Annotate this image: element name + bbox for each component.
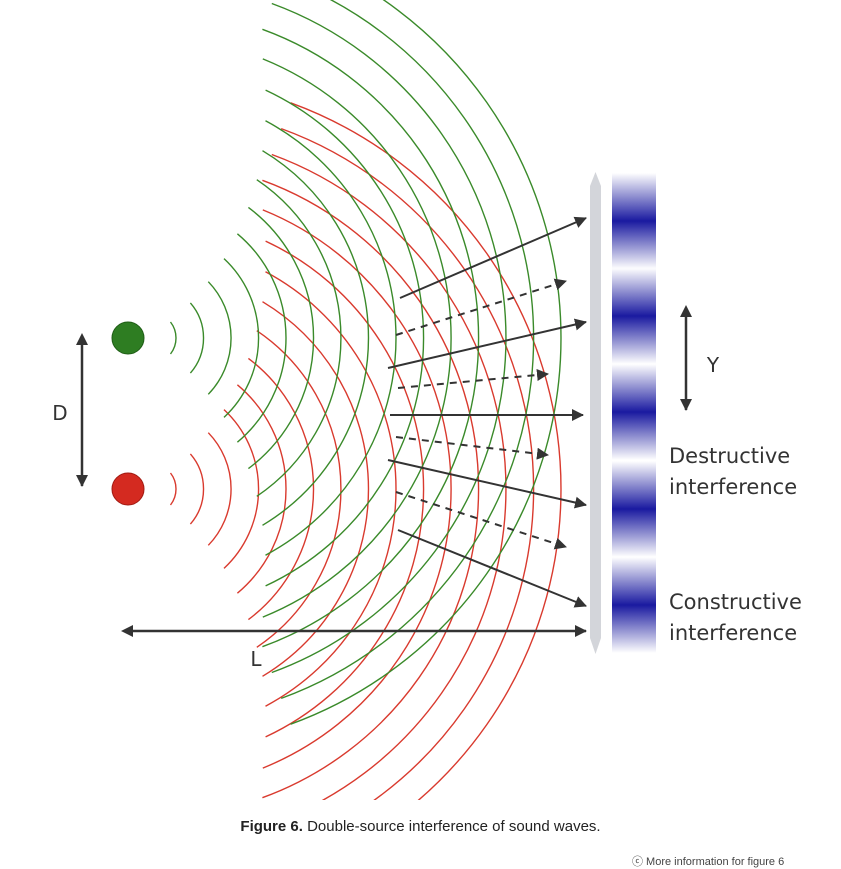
- y-label: Y: [706, 353, 720, 377]
- interference-band: [612, 268, 656, 364]
- destructive-ray-arrow: [395, 491, 567, 550]
- wavefront-bottom: [265, 271, 397, 707]
- wavefront-top: [262, 28, 480, 648]
- wavefront-bottom: [223, 409, 260, 569]
- screen-top-tip: [590, 172, 601, 186]
- more-info-link[interactable]: ⓒ More information for figure 6: [632, 856, 785, 868]
- l-label: L: [250, 647, 262, 671]
- wavefront-top: [262, 150, 370, 526]
- d-label: D: [52, 401, 67, 425]
- constructive-ray-arrow: [397, 529, 587, 608]
- constructive-label-line2: interference: [669, 621, 797, 645]
- wavefront-bottom: [247, 357, 315, 621]
- interference-band: [612, 364, 656, 460]
- wavefront-bottom: [262, 301, 370, 677]
- wavefront-bottom: [280, 127, 535, 800]
- ray-arrows: [387, 216, 587, 608]
- source-top: [111, 321, 145, 355]
- screen: [590, 186, 601, 638]
- wavefront-top: [265, 89, 425, 587]
- top-source-wavefronts: [169, 0, 562, 725]
- wavefront-bottom: [236, 384, 287, 594]
- interference-band: [612, 461, 656, 557]
- wavefront-bottom: [207, 432, 232, 546]
- wavefront-top: [223, 258, 260, 418]
- wavefront-bottom: [169, 472, 177, 506]
- caption-prefix: Figure 6.: [240, 818, 303, 835]
- interference-pattern: [612, 173, 656, 653]
- wavefront-top: [189, 302, 205, 374]
- wavefront-bottom: [256, 330, 342, 648]
- wavefront-top: [280, 0, 535, 700]
- screen-bottom-tip: [590, 638, 601, 654]
- interference-band: [612, 173, 656, 269]
- constructive-ray-arrow: [399, 216, 587, 299]
- constructive-ray-arrow: [387, 318, 587, 369]
- interference-diagram: D L Y Destructive interference Construct…: [52, 0, 802, 800]
- wavefront-top: [247, 206, 315, 470]
- wavefront-top: [265, 120, 397, 556]
- bottom-source-wavefronts: [169, 102, 562, 800]
- constructive-ray-arrow: [387, 459, 587, 509]
- destructive-ray-arrow: [395, 278, 567, 336]
- wavefront-top: [169, 321, 177, 355]
- wavefront-bottom: [189, 453, 205, 525]
- wavefront-bottom: [262, 209, 452, 769]
- wavefront-bottom: [290, 102, 562, 800]
- destructive-label-line2: interference: [669, 475, 797, 499]
- source-bottom: [111, 472, 145, 506]
- wavefront-top: [256, 179, 342, 497]
- destructive-label-line1: Destructive: [669, 444, 790, 468]
- figure-caption: Figure 6. Double-source interference of …: [0, 818, 841, 835]
- wavefront-top: [236, 233, 287, 443]
- wavefront-bottom: [271, 153, 507, 800]
- wavefront-top: [290, 0, 562, 725]
- wavefront-bottom: [262, 179, 480, 799]
- wavefront-top: [207, 281, 232, 395]
- wavefront-top: [262, 58, 452, 618]
- interference-band: [612, 557, 656, 653]
- constructive-label-line1: Constructive: [669, 590, 802, 614]
- wavefront-top: [271, 2, 507, 674]
- caption-text: Double-source interference of sound wave…: [302, 818, 601, 835]
- wavefront-bottom: [265, 240, 425, 738]
